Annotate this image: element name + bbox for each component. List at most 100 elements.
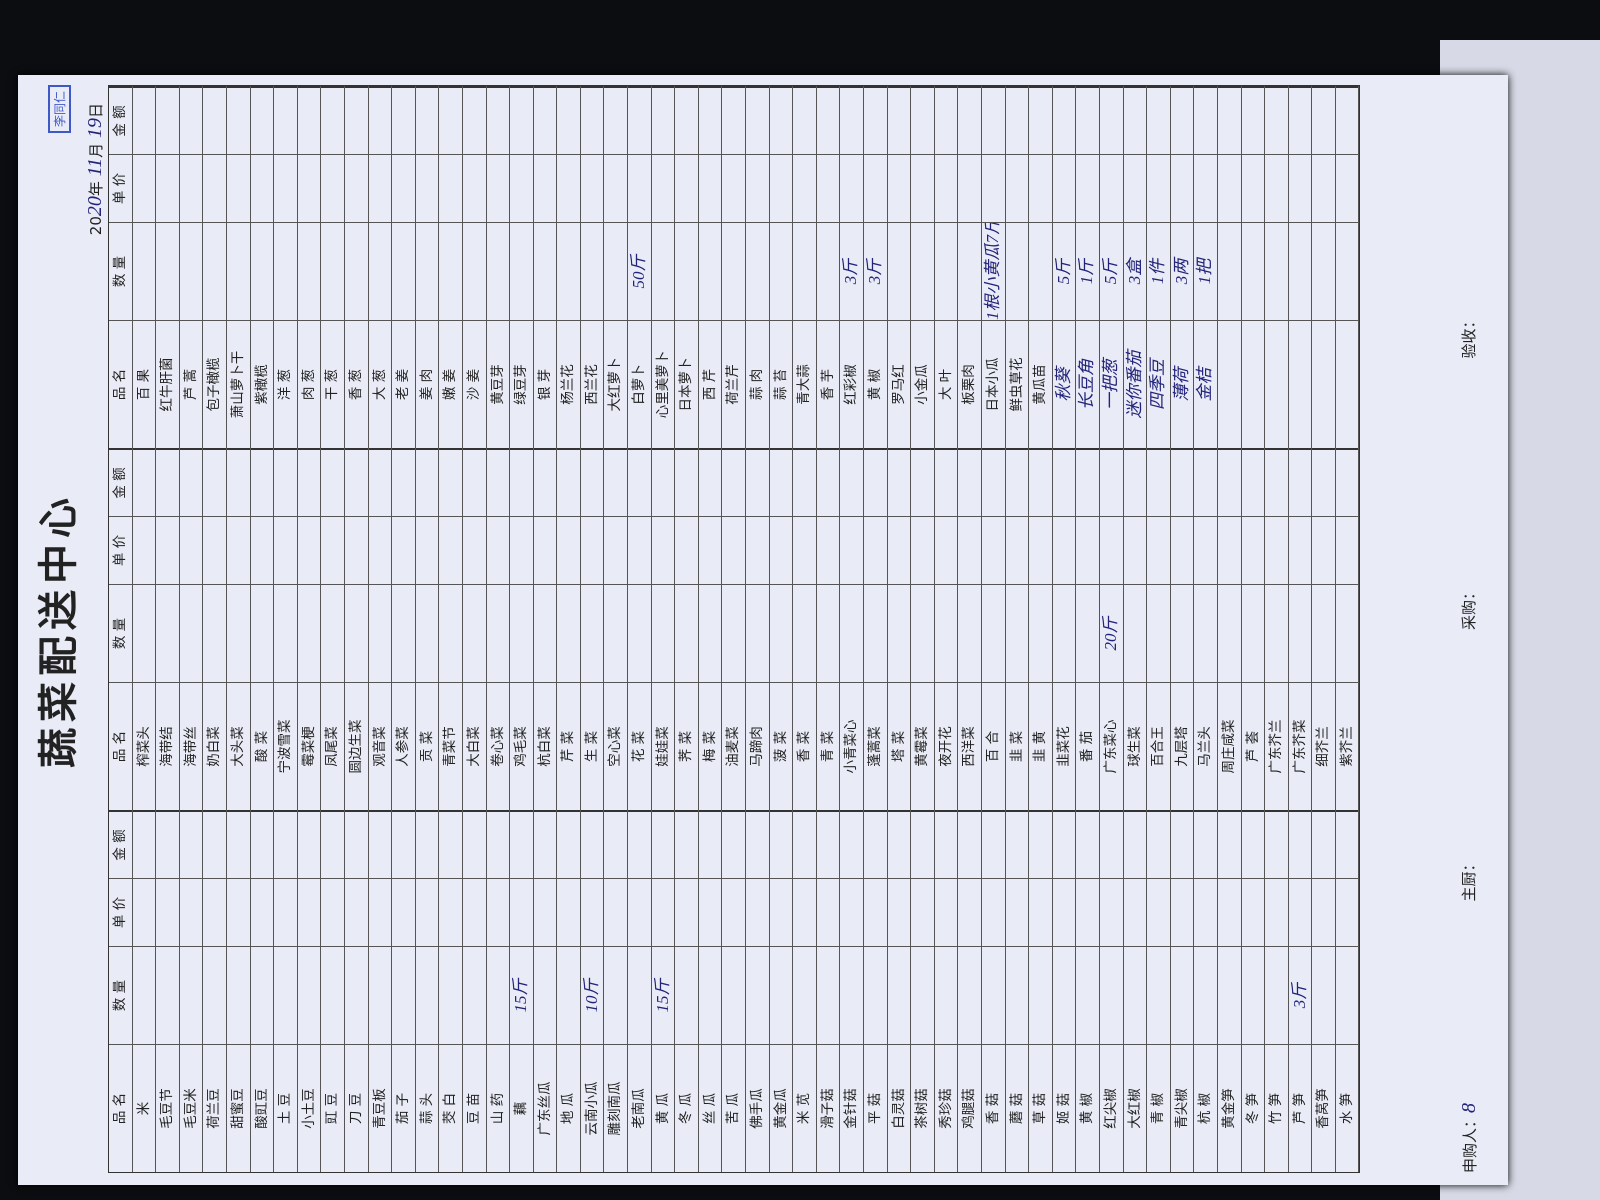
item-amount: [179, 86, 203, 154]
item-price: [250, 154, 274, 222]
item-amount: [274, 448, 297, 516]
item-name: 平 菇: [864, 1044, 887, 1172]
item-quantity: [510, 222, 533, 320]
item-name: 白萝卜: [628, 320, 651, 448]
item-amount: [321, 448, 344, 516]
item-amount: [226, 810, 250, 878]
item-name: 海带丝: [179, 682, 203, 810]
item-price: [816, 516, 840, 584]
item-price: [368, 878, 392, 946]
item-name: 日本小瓜: [981, 320, 1005, 448]
item-amount: [226, 86, 250, 154]
item-amount: [1335, 810, 1359, 878]
item-quantity: [628, 946, 651, 1044]
item-price: [533, 154, 557, 222]
item-amount: [1335, 86, 1359, 154]
item-price: [1335, 516, 1359, 584]
item-price: [226, 878, 250, 946]
item-quantity: [675, 946, 698, 1044]
item-name: [1241, 320, 1265, 448]
table-row: 蒜 头贡 菜姜 肉: [415, 86, 440, 1172]
item-price: [1312, 516, 1335, 584]
item-name: 球生菜: [1123, 682, 1147, 810]
item-name: 一把葱: [1099, 320, 1123, 448]
item-price: [250, 878, 274, 946]
item-name: 空心菜: [604, 682, 628, 810]
column-header: 品 名: [109, 1044, 132, 1172]
item-amount: [1029, 448, 1052, 516]
item-name: 生 菜: [580, 682, 604, 810]
item-quantity: [651, 222, 675, 320]
item-amount: [698, 86, 722, 154]
column-header: 金 额: [109, 86, 132, 154]
item-name: 长豆角: [1076, 320, 1099, 448]
order-table: 品 名数 量单 价金 额品 名数 量单 价金 额品 名数 量单 价金 额米榨菜头…: [108, 85, 1361, 1173]
item-name: 芦 笋: [1288, 1044, 1312, 1172]
item-name: 番 茄: [1076, 682, 1099, 810]
item-name: 霉菜梗: [297, 682, 321, 810]
item-amount: [958, 86, 981, 154]
item-name: 圆边生菜: [344, 682, 368, 810]
item-price: [510, 154, 533, 222]
item-price: [344, 516, 368, 584]
item-amount: [604, 448, 628, 516]
item-amount: [934, 810, 958, 878]
item-quantity: [746, 946, 769, 1044]
table-row: 滑子菇青 菜香 芋: [816, 86, 841, 1172]
item-amount: [462, 86, 486, 154]
month-written: 11: [84, 157, 106, 177]
item-quantity: [297, 584, 321, 682]
item-quantity: [911, 946, 934, 1044]
item-amount: [1029, 86, 1052, 154]
item-amount: [864, 86, 887, 154]
item-name: 西 芹: [698, 320, 722, 448]
item-quantity: [1170, 584, 1194, 682]
table-row: 水 笋紫芥兰: [1335, 86, 1360, 1172]
item-name: [1217, 320, 1241, 448]
table-row: 白灵菇塔 菜罗马红: [887, 86, 912, 1172]
item-price: [793, 878, 816, 946]
item-price: [1076, 878, 1099, 946]
item-quantity: [1123, 584, 1147, 682]
item-quantity: [934, 584, 958, 682]
item-name: 西兰花: [580, 320, 604, 448]
item-price: [1194, 878, 1217, 946]
item-amount: [698, 448, 722, 516]
item-name: 酸 菜: [250, 682, 274, 810]
table-row: 毛豆米 海带丝芦 蒿: [179, 86, 204, 1172]
item-price: [1029, 878, 1052, 946]
item-price: [415, 878, 439, 946]
item-price: [274, 878, 297, 946]
item-price: [368, 516, 392, 584]
item-quantity: [250, 946, 274, 1044]
item-amount: [1170, 810, 1194, 878]
item-name: 雕刻南瓜: [604, 1044, 628, 1172]
table-row: 鸡腿菇 西洋菜 板栗肉: [958, 86, 982, 1172]
item-price: [1147, 516, 1170, 584]
table-row: 金针菇 小青菜心 红彩椒 3斤: [840, 86, 864, 1172]
header-row: 品 名数 量单 价金 额品 名数 量单 价金 额品 名数 量单 价金 额: [109, 86, 133, 1172]
table-row: 刀 豆 圆边生菜 香 葱: [344, 86, 369, 1172]
item-name: 小青菜心: [840, 682, 863, 810]
item-amount: [911, 86, 934, 154]
item-quantity: [722, 222, 746, 320]
item-name: 杭白菜: [533, 682, 557, 810]
item-price: [698, 878, 722, 946]
item-name: 九层塔: [1170, 682, 1194, 810]
item-quantity: [746, 222, 769, 320]
item-name: 黄金笋: [1217, 1044, 1241, 1172]
item-price: [1052, 154, 1076, 222]
item-name: 金针菇: [840, 1044, 863, 1172]
item-amount: [840, 448, 863, 516]
item-amount: [1335, 448, 1359, 516]
item-quantity: [557, 946, 580, 1044]
chef: 主厨：: [1460, 856, 1478, 902]
item-amount: [533, 448, 557, 516]
item-amount: [462, 810, 486, 878]
item-name: 大白菜: [462, 682, 486, 810]
item-price: [981, 878, 1005, 946]
item-price: [1241, 154, 1265, 222]
item-quantity: [510, 584, 533, 682]
item-quantity: [392, 222, 415, 320]
